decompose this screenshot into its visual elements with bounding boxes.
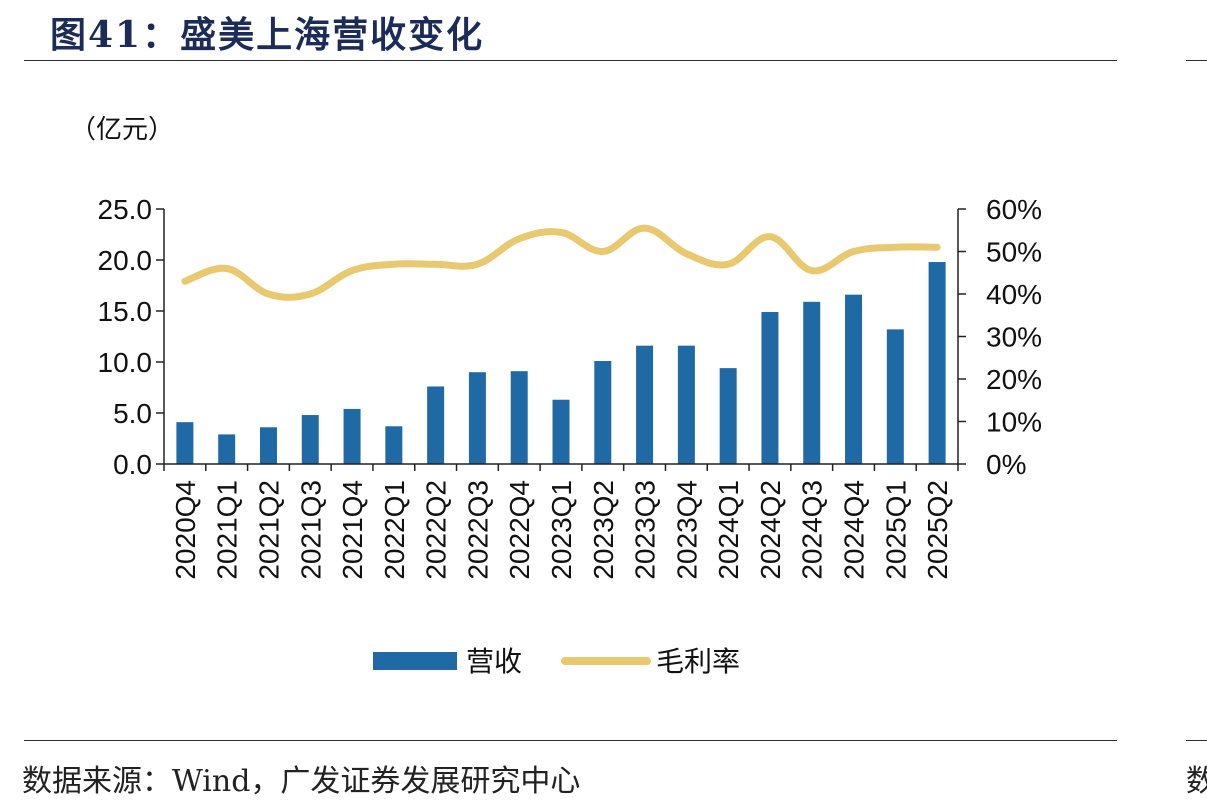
- bar-2023Q2: [594, 360, 612, 464]
- gross-margin-line: [181, 224, 941, 301]
- x-tick-label: 2024Q2: [755, 480, 786, 580]
- bar-2024Q2: [761, 312, 779, 464]
- x-tick-label: 2025Q1: [880, 480, 911, 580]
- x-tick-label: 2023Q3: [630, 480, 661, 580]
- x-tick-label: 2025Q2: [922, 480, 953, 580]
- bar-2020Q4: [176, 422, 194, 464]
- right-tick-label: 40%: [986, 279, 1042, 310]
- x-tick-label: 2021Q3: [295, 480, 326, 580]
- bar-2023Q1: [552, 399, 570, 464]
- top-rule-edge: [1186, 60, 1207, 61]
- bar-2023Q4: [677, 345, 695, 464]
- x-tick-label: 2022Q1: [379, 480, 410, 580]
- bar-2025Q1: [886, 329, 904, 464]
- left-tick-label: 5.0: [113, 398, 152, 429]
- bar-2024Q3: [803, 301, 821, 464]
- bottom-rule: [24, 740, 1117, 741]
- left-tick-label: 0.0: [113, 449, 152, 480]
- left-tick-label: 20.0: [98, 245, 153, 276]
- bar-2024Q4: [845, 294, 863, 464]
- left-axis-unit: （亿元）: [70, 115, 174, 145]
- bar-2023Q3: [636, 345, 654, 464]
- x-tick-label: 2021Q2: [253, 480, 284, 580]
- x-tick-label: 2022Q2: [421, 480, 452, 580]
- bottom-rule-edge: [1186, 740, 1207, 741]
- left-tick-label: 10.0: [98, 347, 153, 378]
- bar-2022Q1: [385, 426, 403, 464]
- left-tick-label: 25.0: [98, 194, 153, 225]
- bar-2024Q1: [719, 368, 737, 464]
- bar-2021Q3: [301, 415, 319, 464]
- x-tick-label: 2022Q4: [504, 480, 535, 580]
- source-note: 数据来源：Wind，广发证券发展研究中心: [22, 764, 581, 799]
- bar-2022Q2: [427, 386, 445, 464]
- x-tick-label: 2024Q1: [713, 480, 744, 580]
- x-tick-label: 2023Q2: [588, 480, 619, 580]
- x-tick-label: 2024Q3: [797, 480, 828, 580]
- x-tick-label: 2020Q4: [170, 480, 201, 580]
- bar-2025Q2: [928, 262, 946, 464]
- legend-label-margin: 毛利率: [656, 645, 740, 678]
- right-tick-label: 30%: [986, 322, 1042, 353]
- bar-2022Q4: [510, 371, 528, 464]
- x-tick-label: 2021Q1: [212, 480, 243, 580]
- right-tick-label: 50%: [986, 237, 1042, 268]
- bar-2021Q1: [218, 434, 236, 464]
- x-tick-label: 2023Q4: [671, 480, 702, 580]
- top-rule: [24, 60, 1117, 61]
- legend-label-revenue: 营收: [466, 645, 522, 678]
- bar-2021Q2: [259, 427, 277, 464]
- bar-2022Q3: [468, 372, 486, 464]
- right-tick-label: 60%: [986, 194, 1042, 225]
- right-tick-label: 0%: [986, 449, 1026, 480]
- x-tick-label: 2022Q3: [462, 480, 493, 580]
- left-tick-label: 15.0: [98, 296, 153, 327]
- bar-2021Q4: [343, 408, 361, 464]
- right-tick-label: 20%: [986, 364, 1042, 395]
- right-tick-label: 10%: [986, 407, 1042, 438]
- adjacent-figure-fragment: 数: [1186, 764, 1207, 799]
- legend-swatch-revenue: [373, 652, 457, 670]
- x-tick-label: 2021Q4: [337, 480, 368, 580]
- x-tick-label: 2023Q1: [546, 480, 577, 580]
- page-title: 图41：盛美上海营收变化: [50, 14, 485, 56]
- legend: 营收 毛利率: [373, 645, 740, 678]
- x-tick-label: 2024Q4: [839, 480, 870, 580]
